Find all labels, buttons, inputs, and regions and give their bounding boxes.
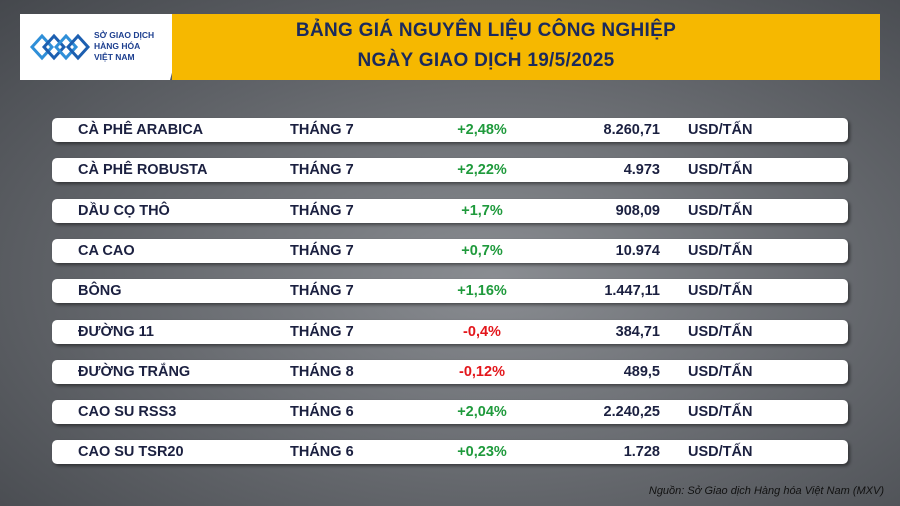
title: NGÀY GIAO DỊCH 19/5/2025: [357, 50, 615, 71]
cell-name: DẦU CỌ THÔ: [78, 202, 170, 219]
cell-price: 2.240,25: [603, 404, 660, 421]
header: BẢNG GIÁ NGUYÊN LIỆU CÔNG NGHIỆP NGÀY GI…: [172, 14, 880, 80]
table-row: BÔNG THÁNG 7 +1,16% 1.447,11 USD/TẤN: [52, 279, 848, 304]
cell-change: +2,22%: [457, 162, 507, 179]
cell-price: 908,09: [615, 202, 660, 219]
cell-month: THÁNG 7: [290, 122, 354, 138]
logo: SỞ GIAO DỊCH HÀNG HÓA VIỆT NAM: [20, 14, 188, 80]
source: Nguồn: Sở Giao dịch Hàng hóa Việt Nam (M…: [648, 485, 884, 497]
cell-price: 4.973: [623, 162, 660, 179]
table-row: CAO SU RSS3 THÁNG 6 +2,04% 2.240,25 USD/TẤN: [52, 400, 848, 425]
cell-change: -0,4%: [463, 323, 501, 340]
cell-name: CA CAO: [78, 242, 135, 259]
cell-name: BÔNG: [78, 283, 122, 300]
cell-name: ĐƯỜNG TRẮNG: [78, 363, 191, 380]
cell-change: +2,48%: [457, 122, 507, 138]
cell-price: 489,5: [623, 363, 660, 380]
cell-price: 1.447,11: [604, 283, 660, 300]
cell-change: +1,7%: [461, 202, 503, 219]
cell-month: THÁNG 7: [290, 323, 354, 340]
cell-unit: USD/TẤN: [688, 283, 753, 300]
cell-price: 1.728: [623, 444, 660, 461]
cell-unit: USD/TẤN: [688, 242, 753, 259]
cell-price: 8.260,71: [603, 122, 660, 138]
cell-unit: USD/TẤN: [688, 122, 753, 138]
table-row: DẦU CỌ THÔ THÁNG 7 +1,7% 908,09 USD/TẤN: [52, 198, 848, 223]
logo-text: SỞ GIAO DỊCH: [94, 29, 154, 40]
cell-name: ĐƯỜNG 11: [78, 323, 154, 340]
table-row: ĐƯỜNG 11 THÁNG 7 -0,4% 384,71 USD/TẤN: [52, 319, 848, 344]
cell-price: 384,71: [615, 323, 660, 340]
cell-unit: USD/TẤN: [688, 323, 753, 340]
cell-change: +0,23%: [457, 444, 507, 461]
cell-month: THÁNG 7: [290, 283, 354, 300]
cell-unit: USD/TẤN: [688, 202, 753, 219]
cell-name: CÀ PHÊ ARABICA: [78, 122, 204, 138]
cell-unit: USD/TẤN: [688, 404, 753, 421]
cell-change: +1,16%: [457, 283, 507, 300]
cell-month: THÁNG 7: [290, 162, 354, 179]
cell-price: 10.974: [615, 242, 660, 259]
cell-unit: USD/TẤN: [688, 162, 753, 179]
cell-month: THÁNG 8: [290, 363, 354, 380]
cell-change: +2,04%: [457, 404, 507, 421]
cell-change: +0,7%: [461, 242, 503, 259]
title: BẢNG GIÁ NGUYÊN LIỆU CÔNG NGHIỆP: [295, 20, 677, 41]
table-row: CÀ PHÊ ARABICA THÁNG 7 +2,48% 8.260,71 USD/T…: [52, 118, 848, 142]
cell-month: THÁNG 7: [290, 202, 354, 219]
cell-month: THÁNG 6: [290, 444, 354, 461]
cell-name: CÀ PHÊ ROBUSTA: [78, 162, 208, 179]
cell-unit: USD/TẤN: [688, 363, 753, 380]
cell-name: CAO SU RSS3: [78, 404, 177, 421]
cell-change: -0,12%: [459, 363, 505, 380]
table-row: ĐƯỜNG TRẮNG THÁNG 8 -0,12% 489,5 USD/TẤN: [52, 359, 848, 384]
table-row: CAO SU TSR20 THÁNG 6 +0,23% 1.728 USD/TẤN: [52, 440, 848, 465]
logo-text: VIỆT NAM: [94, 51, 135, 62]
table-row: CA CAO THÁNG 7 +0,7% 10.974 USD/TẤN: [52, 238, 848, 263]
cell-month: THÁNG 7: [290, 242, 354, 259]
table-row: CÀ PHÊ ROBUSTA THÁNG 7 +2,22% 4.973 USD/TẤN: [52, 158, 848, 183]
cell-month: THÁNG 6: [290, 404, 354, 421]
cell-name: CAO SU TSR20: [78, 444, 184, 461]
cell-unit: USD/TẤN: [688, 444, 753, 461]
logo-text: HÀNG HÓA: [94, 40, 140, 51]
